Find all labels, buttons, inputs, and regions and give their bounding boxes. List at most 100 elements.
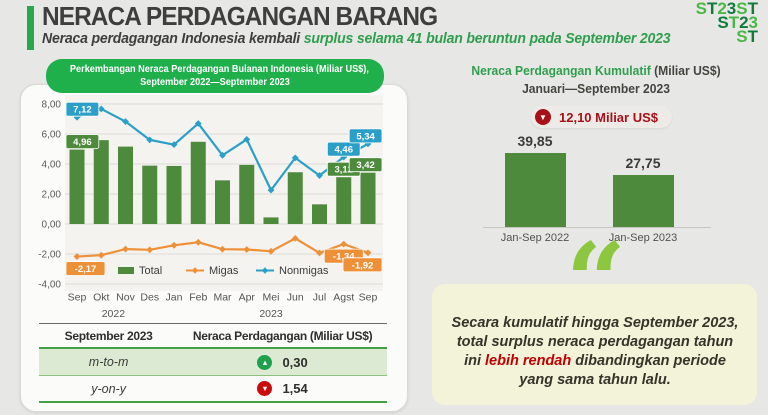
table-row: y-on-y ▼ 1,54 — [39, 376, 387, 403]
decline-value: 12,10 Miliar US$ — [559, 109, 658, 125]
row-label: y-on-y — [91, 381, 126, 396]
monthly-chart-title: Perkembangan Neraca Perdagangan Bulanan … — [46, 59, 384, 93]
st2023-logo: ST23ST ST23 ST — [695, 0, 758, 46]
data-label: -1,92 — [352, 260, 374, 271]
cumulative-title-green: Neraca Perdagangan Kumulatif — [471, 63, 651, 78]
cumulative-bar-value: 27,75 — [625, 155, 661, 172]
page-subtitle: Neraca perdagangan Indonesia kembali sur… — [42, 31, 671, 47]
legend-label-nonmigas: Nonmigas — [279, 265, 329, 277]
migas-marker — [291, 235, 299, 242]
migas-marker — [340, 240, 348, 248]
month-label: Sep — [359, 292, 378, 304]
total-bar — [166, 165, 182, 224]
total-bar — [190, 141, 206, 224]
total-bar — [263, 217, 279, 224]
quote-icon: “ — [565, 234, 627, 296]
nonmigas-marker — [122, 118, 129, 125]
arrow-down-icon: ▼ — [535, 109, 551, 125]
arrow-up-icon: ▲ — [257, 354, 273, 370]
migas-marker — [364, 249, 372, 257]
month-label: Nov — [116, 292, 135, 304]
subtitle-plain: Neraca perdagangan Indonesia kembali — [42, 31, 304, 47]
quote-pre: Secara kumulatif hingga September 2023, … — [451, 315, 739, 369]
month-label: Agst — [333, 292, 354, 304]
total-bar — [287, 172, 303, 224]
quote-highlight: lebih rendah — [485, 353, 572, 369]
migas-marker — [122, 245, 129, 253]
y-tick-label: 8,00 — [42, 100, 62, 111]
migas-marker — [97, 251, 105, 259]
total-bar — [239, 164, 255, 224]
logo-line: ST23 — [717, 13, 758, 32]
cumulative-bar — [612, 175, 674, 227]
total-bar — [215, 180, 230, 224]
data-label-box — [65, 101, 100, 117]
data-label-box — [65, 261, 106, 276]
cumulative-title-line2: Januari—September 2023 — [522, 81, 670, 96]
nonmigas-marker — [219, 151, 226, 159]
total-bar — [142, 165, 158, 224]
y-tick-label: 6,00 — [42, 130, 62, 141]
total-bar — [360, 172, 376, 224]
page-title: NERACA PERDAGANGAN BARANG — [42, 1, 438, 31]
legend-label-total: Total — [139, 265, 162, 277]
month-label: Mei — [263, 292, 280, 304]
logo-line: ST23ST — [695, 0, 758, 18]
month-label: Okt — [93, 292, 109, 304]
data-label-box — [348, 157, 383, 173]
y-tick-label: 2,00 — [42, 190, 62, 201]
legend-marker-migas — [191, 267, 199, 274]
total-bar — [93, 140, 109, 224]
month-label: Sep — [68, 292, 87, 304]
migas-marker — [73, 253, 81, 260]
y-tick-label: -2,00 — [38, 250, 61, 261]
row-value: 1,54 — [282, 381, 308, 396]
legend-marker-nonmigas — [261, 267, 269, 274]
cumulative-bar-category: Jan-Sep 2023 — [608, 232, 678, 244]
total-bar — [118, 146, 133, 224]
data-label: 3,42 — [356, 160, 375, 171]
migas-marker — [170, 241, 178, 249]
nonmigas-marker — [267, 186, 275, 194]
data-label-box — [65, 134, 100, 149]
nonmigas-marker — [291, 154, 299, 162]
data-label: -1,34 — [333, 252, 355, 263]
month-label: Jun — [287, 292, 304, 304]
year-label: 2022 — [102, 308, 126, 320]
legend-swatch-total — [118, 267, 134, 274]
nonmigas-marker — [340, 153, 348, 161]
monthly-panel: Perkembangan Neraca Perdagangan Bulanan … — [20, 59, 408, 412]
mom-yoy-table: September 2023 Neraca Perdagangan (Milia… — [39, 323, 387, 403]
migas-marker — [219, 245, 226, 253]
year-label: 2023 — [259, 308, 283, 320]
cumulative-title-unit: (Miliar US$) — [650, 63, 721, 78]
quote-post: dibandingkan periode yang sama tahun lal… — [519, 353, 726, 388]
cumulative-bar — [504, 153, 566, 227]
month-label: Jan — [166, 292, 183, 304]
migas-marker — [243, 246, 251, 253]
header-accent-bar — [27, 6, 34, 50]
migas-marker — [146, 246, 154, 254]
nonmigas-marker — [364, 140, 372, 148]
data-label: 3,12 — [335, 165, 354, 176]
monthly-chart-title-line2: September 2022—September 2023 — [140, 77, 290, 88]
total-bar — [312, 204, 327, 224]
data-label-box — [348, 128, 383, 144]
y-tick-label: 4,00 — [42, 160, 62, 171]
nonmigas-marker — [316, 172, 323, 179]
subtitle-highlight: surplus selama 41 bulan beruntun pada Se… — [303, 31, 671, 47]
decline-badge: ▼ 12,10 Miliar US$ — [531, 106, 672, 128]
y-tick-label: 0,00 — [42, 220, 62, 231]
row-value: 0,30 — [282, 354, 308, 370]
migas-marker — [194, 238, 202, 246]
data-label-box — [342, 257, 383, 273]
data-label: 7,12 — [73, 105, 92, 116]
cumulative-bar-chart: 39,85 Jan-Sep 2022 27,75 Jan-Sep 2023 — [455, 130, 735, 246]
data-label: 4,46 — [335, 145, 354, 156]
cumulative-bar-value: 39,85 — [517, 133, 553, 149]
total-bar — [69, 149, 85, 224]
cumulative-title-line1: Neraca Perdagangan Kumulatif (Miliar US$… — [451, 62, 741, 80]
data-label-box — [326, 141, 361, 157]
logo-line: ST — [736, 27, 758, 46]
